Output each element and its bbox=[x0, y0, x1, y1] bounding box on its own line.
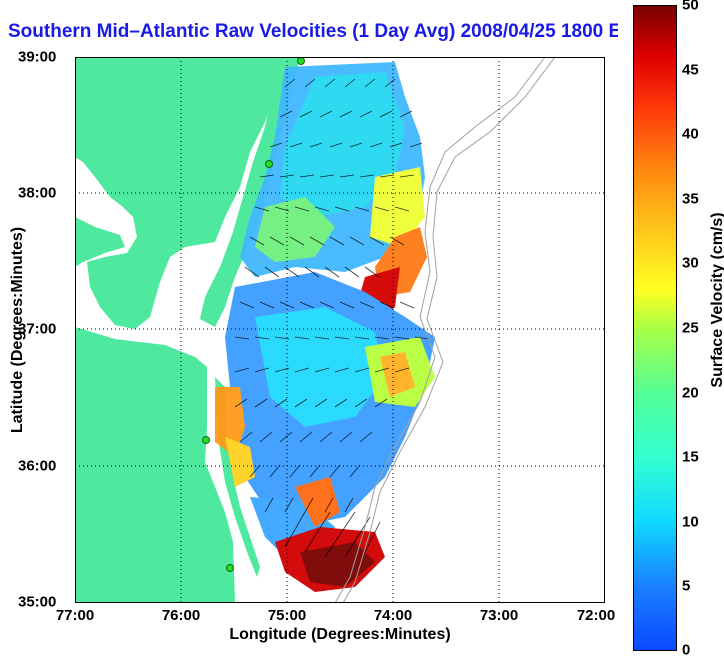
colorbar-tick: 5 bbox=[682, 577, 691, 595]
colorbar-tick: 50 bbox=[682, 0, 699, 14]
x-tick-label: 76:00 bbox=[161, 607, 201, 624]
colorbar-tick: 25 bbox=[682, 319, 699, 337]
mainland-land bbox=[75, 57, 280, 603]
colorbar-tick: 0 bbox=[682, 641, 691, 659]
velocity-field bbox=[215, 62, 435, 592]
colorbar-tick: 45 bbox=[682, 61, 699, 79]
x-tick-label: 75:00 bbox=[267, 607, 307, 624]
y-tick-label: 36:00 bbox=[18, 457, 57, 475]
map-frame bbox=[75, 57, 605, 603]
velocity-map[interactable] bbox=[75, 57, 605, 603]
map-grid bbox=[75, 57, 605, 603]
station-marker bbox=[226, 564, 234, 572]
bathymetry-contours bbox=[334, 57, 556, 603]
x-tick-label: 77:00 bbox=[55, 607, 95, 624]
peninsula-land bbox=[200, 57, 300, 327]
station-marker bbox=[202, 436, 210, 444]
colorbar bbox=[633, 5, 677, 651]
colorbar-tick: 10 bbox=[682, 513, 699, 531]
colorbar-tick: 15 bbox=[682, 448, 699, 466]
y-tick-label: 38:00 bbox=[18, 184, 57, 202]
x-axis-label: Longitude (Degrees:Minutes) bbox=[229, 626, 451, 643]
y-tick-label: 37:00 bbox=[18, 320, 57, 338]
colorbar-gradient bbox=[634, 6, 676, 650]
colorbar-tick: 30 bbox=[682, 254, 699, 272]
station-marker bbox=[265, 160, 273, 168]
colorbar-tick: 35 bbox=[682, 190, 699, 208]
y-tick-label: 35:00 bbox=[18, 593, 57, 611]
velocity-vectors bbox=[234, 78, 430, 558]
x-tick-label: 74:00 bbox=[373, 607, 413, 624]
map-canvas bbox=[75, 57, 605, 603]
y-axis-label: Latitude (Degrees:Minutes) bbox=[9, 226, 26, 434]
station-marker bbox=[297, 57, 305, 65]
map-title: Southern Mid–Atlantic Raw Velocities (1 … bbox=[8, 21, 618, 42]
x-tick-label: 73:00 bbox=[479, 607, 519, 624]
y-tick-label: 39:00 bbox=[18, 48, 57, 66]
colorbar-label: Surface Velocity (cm/s) bbox=[709, 212, 724, 388]
colorbar-tick: 40 bbox=[682, 125, 699, 143]
x-tick-label: 72:00 bbox=[576, 607, 616, 624]
colorbar-tick: 20 bbox=[682, 384, 699, 402]
radar-stations bbox=[202, 57, 305, 572]
